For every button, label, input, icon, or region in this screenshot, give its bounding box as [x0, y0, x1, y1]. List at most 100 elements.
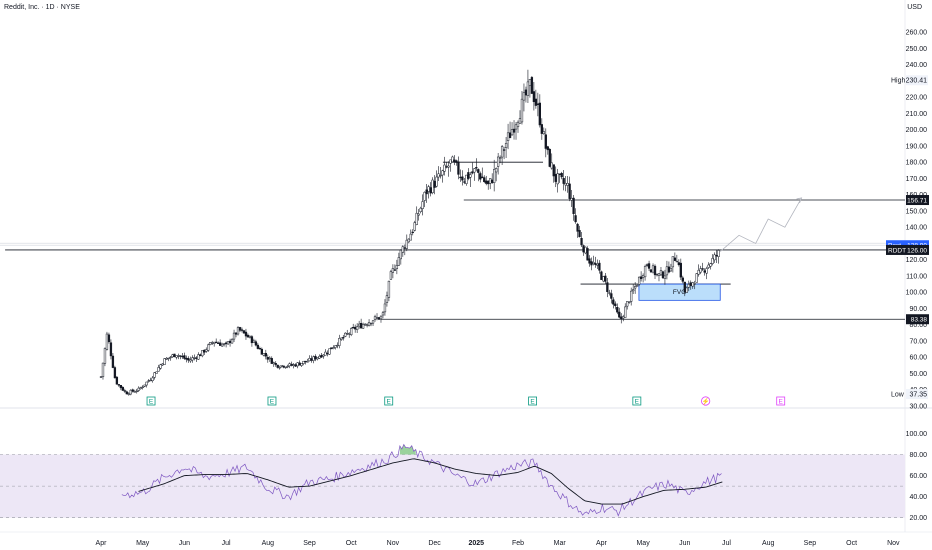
candle-body	[222, 343, 226, 345]
candle-body	[346, 333, 349, 335]
time-axis[interactable]: Apr May Jun Jul Aug Sep Oct Nov Dec 2025 Feb Mar Apr…	[0, 531, 932, 547]
candle-body	[516, 121, 520, 128]
candle-body	[560, 172, 563, 178]
price-tick-label: 120.00	[906, 257, 928, 264]
candle-body	[177, 355, 180, 357]
candle-body	[493, 169, 496, 183]
candle-body	[691, 282, 694, 287]
candle-body	[230, 339, 234, 344]
candle-body	[175, 355, 178, 358]
candle-body	[252, 340, 256, 343]
candle-body	[455, 160, 458, 163]
time-tick-label: Jul	[722, 540, 731, 547]
candle-body	[256, 344, 260, 349]
candle-body	[620, 316, 623, 320]
candle-body	[308, 358, 311, 362]
candle-body	[361, 324, 365, 329]
candle-body	[286, 365, 289, 368]
candle-body	[296, 362, 299, 367]
candlestick-series	[99, 69, 720, 396]
candle-body	[240, 329, 244, 331]
candle-body	[129, 389, 132, 395]
candle-body	[403, 247, 406, 249]
price-tick-label: 250.00	[906, 46, 928, 53]
candle-body	[228, 340, 232, 343]
time-tick-label: Sep	[303, 540, 316, 547]
price-tick-label: 170.00	[906, 176, 928, 183]
candle-body	[439, 174, 442, 177]
candle-body	[270, 358, 273, 364]
time-tick-label: Oct	[846, 540, 857, 547]
rsi-axis[interactable]: 20.00 40.00 60.00 80.00 100.00	[906, 431, 928, 522]
candle-body	[385, 295, 389, 303]
candle-body	[651, 265, 655, 273]
earnings-letter: E	[270, 399, 275, 406]
price-tick-label: 210.00	[906, 111, 928, 118]
price-tick-label: 200.00	[906, 127, 928, 134]
rsi-panel	[0, 443, 905, 519]
candle-body	[179, 355, 182, 357]
price-grid	[0, 0, 932, 532]
candle-body	[477, 169, 480, 173]
time-tick-label: Nov	[887, 540, 900, 547]
candle-body	[610, 293, 613, 299]
candle-body	[675, 260, 679, 263]
candle-body	[659, 270, 663, 276]
candle-body	[514, 124, 518, 130]
candle-body	[538, 102, 541, 126]
candle-body	[483, 177, 486, 182]
candle-body	[586, 248, 589, 261]
candle-body	[701, 268, 704, 270]
earnings-icon	[776, 396, 786, 406]
candle-body	[711, 258, 714, 264]
candle-body	[328, 348, 331, 355]
price-tick-label: 110.00	[906, 273, 927, 280]
candle-body	[463, 181, 466, 183]
candle-body	[546, 146, 549, 151]
earnings-letter: E	[387, 399, 392, 406]
fvg-label: FVG	[673, 289, 686, 296]
candle-body	[616, 306, 619, 313]
candle-body	[318, 355, 321, 359]
candle-body	[105, 333, 109, 350]
price-axis[interactable]: 30.0040.0050.0060.0070.0080.0090.00100.0…	[886, 30, 929, 411]
candle-body	[572, 197, 575, 214]
candle-body	[244, 331, 248, 337]
rsi-tick-label: 40.00	[909, 494, 927, 501]
candle-body	[375, 317, 379, 319]
candle-body	[197, 354, 200, 360]
candle-body	[298, 362, 301, 366]
projection-path	[719, 197, 803, 252]
candle-body	[324, 351, 327, 356]
candle-body	[326, 352, 329, 355]
candle-body	[322, 354, 325, 357]
time-tick-label: Aug	[762, 540, 775, 547]
candle-body	[262, 353, 265, 356]
candle-body	[518, 118, 522, 124]
time-tick-label: Jul	[222, 540, 231, 547]
candle-body	[441, 170, 444, 176]
candle-body	[500, 146, 504, 158]
price-tick-label: 90.00	[909, 306, 927, 313]
price-tick-label: 190.00	[906, 143, 928, 150]
candle-body	[203, 349, 206, 353]
candle-body	[649, 269, 653, 273]
high-value: 230.41	[906, 78, 928, 85]
candle-body	[606, 282, 609, 292]
candle-body	[125, 391, 128, 395]
candle-body	[421, 201, 424, 209]
candle-body	[510, 129, 514, 136]
candle-body	[427, 186, 430, 192]
price-tick-label: 220.00	[906, 95, 928, 102]
candle-body	[111, 355, 115, 368]
candle-body	[304, 360, 307, 363]
candle-body	[109, 342, 113, 357]
candle-body	[574, 215, 577, 223]
candle-body	[119, 385, 123, 389]
candle-body	[554, 174, 557, 182]
candle-body	[218, 342, 222, 346]
earnings-icon	[632, 396, 642, 406]
candle-body	[663, 275, 667, 279]
candle-body	[238, 327, 242, 331]
